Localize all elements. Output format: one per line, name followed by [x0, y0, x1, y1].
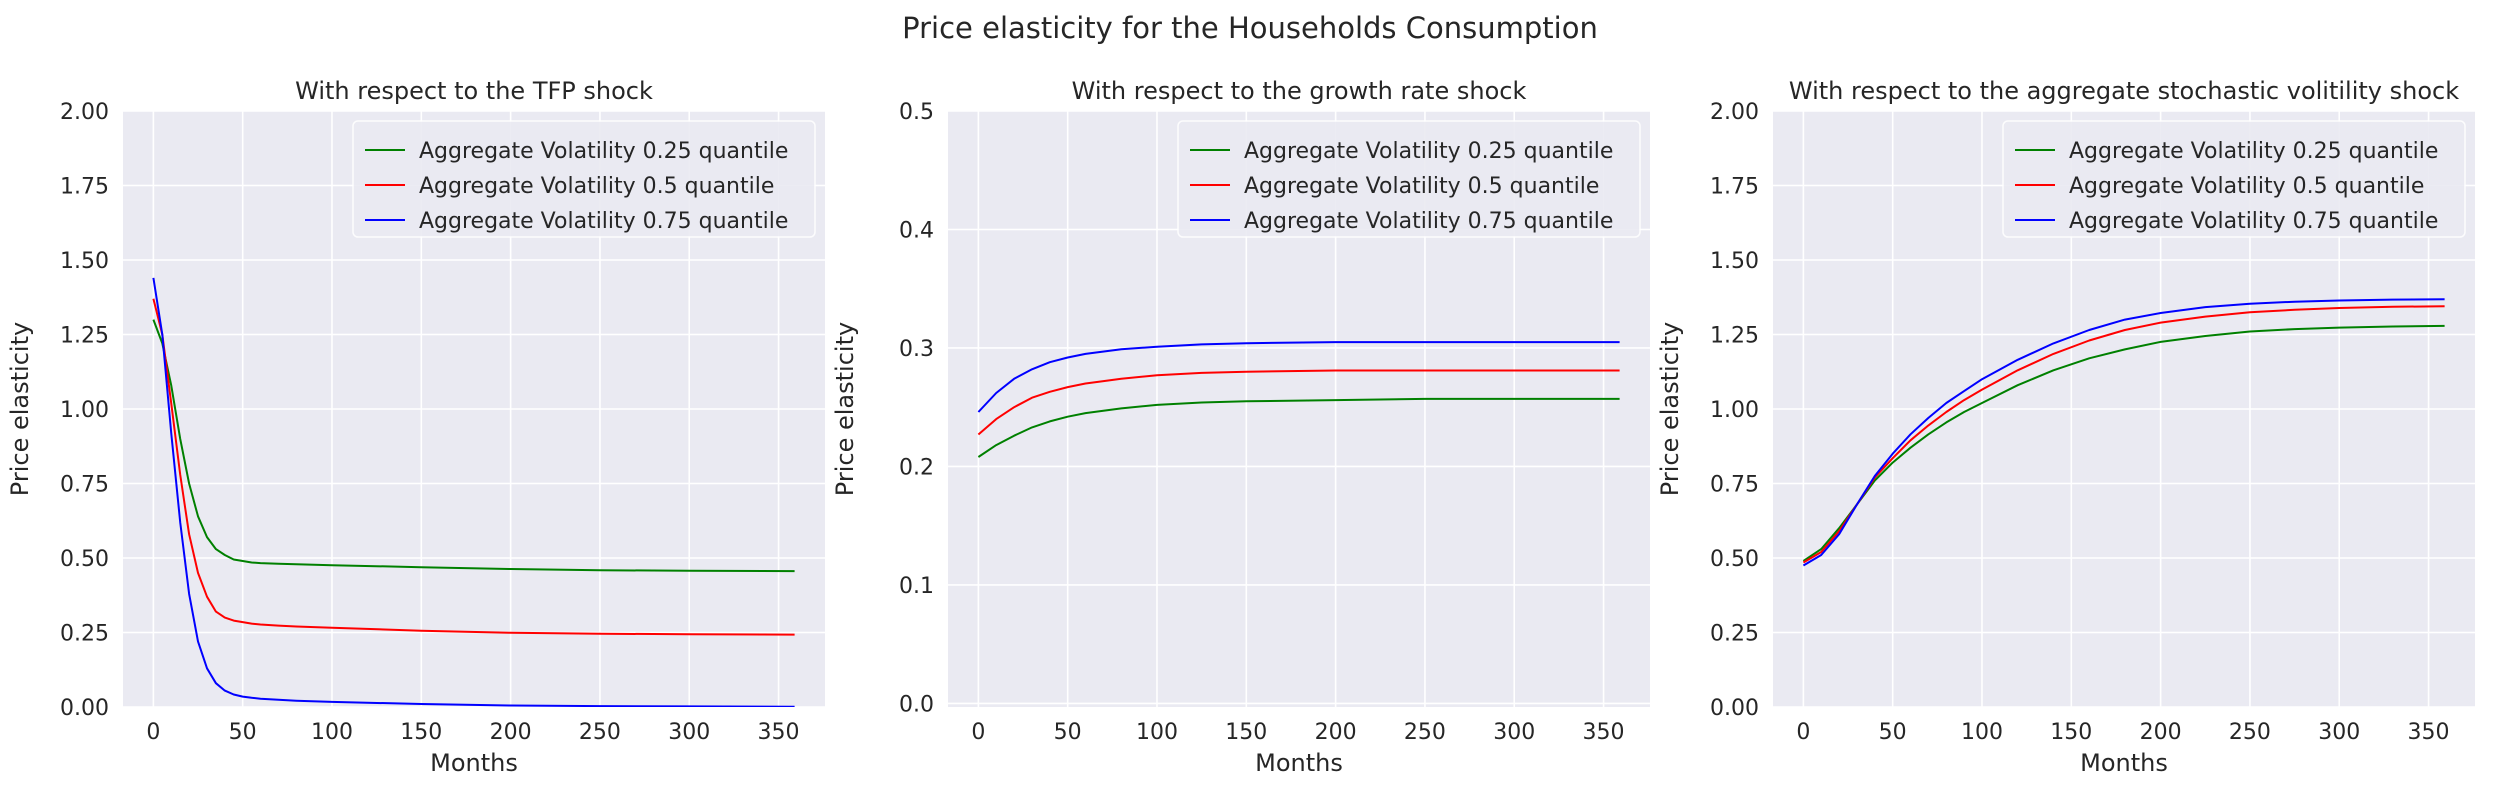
x-tick-label: 100 — [1961, 720, 2003, 745]
x-tick-label: 200 — [490, 720, 532, 745]
legend-label: Aggregate Volatility 0.5 quantile — [419, 174, 774, 199]
x-axis-label: Months — [2080, 749, 2168, 777]
x-tick-label: 0 — [971, 720, 985, 745]
x-tick-label: 200 — [2140, 720, 2182, 745]
panels: 0 50 100 150 200 250 300 3500.000.250.500.751.0… — [6, 77, 2475, 777]
y-tick-label: 0.25 — [60, 622, 109, 647]
legend-box — [352, 120, 816, 238]
series-line-1 — [152, 319, 795, 573]
x-tick-label: 300 — [2318, 720, 2360, 745]
legend-label: Aggregate Volatility 0.75 quantile — [1244, 209, 1613, 234]
y-tick-label: 1.00 — [1710, 398, 1759, 423]
x-tick-label: 250 — [2229, 720, 2271, 745]
legend: Aggregate Volatility 0.25 quantile Aggreg… — [1177, 120, 1641, 238]
legend-box — [2002, 120, 2466, 238]
y-tick-label: 0.5 — [899, 100, 934, 125]
series-line-3 — [977, 341, 1620, 413]
panel-title: With respect to the aggregate stochastic… — [1789, 77, 2459, 105]
y-tick-label: 0.75 — [60, 473, 109, 498]
y-tick-label: 1.75 — [1710, 175, 1759, 200]
y-tick-label: 1.25 — [60, 324, 109, 349]
legend-label: Aggregate Volatility 0.5 quantile — [1244, 174, 1599, 199]
series-line-1 — [977, 397, 1620, 458]
panel-3: 0 50 100 150 200 250 300 350 0.00 0.25 0.50 0.75 1.0… — [1656, 77, 2475, 777]
y-tick-label: 0.2 — [899, 455, 934, 480]
x-tick-label: 200 — [1315, 720, 1357, 745]
y-tick-label: 0.0 — [899, 692, 934, 717]
y-tick-label: 0.50 — [60, 547, 109, 572]
y-axis-label: Price elasticity — [1656, 322, 1684, 496]
legend-label: Aggregate Volatility 0.25 quantile — [2069, 139, 2438, 164]
y-tick-label: 0.50 — [1710, 547, 1759, 572]
legend-label: Aggregate Volatility 0.5 quantile — [2069, 174, 2424, 199]
y-tick-label: 2.00 — [60, 100, 109, 125]
x-tick-label: 100 — [1136, 720, 1178, 745]
x-tick-label: 50 — [229, 720, 257, 745]
legend-label: Aggregate Volatility 0.25 quantile — [1244, 139, 1613, 164]
y-tick-label: 1.50 — [60, 249, 109, 274]
x-tick-label: 50 — [1054, 720, 1082, 745]
x-tick-label: 300 — [668, 720, 710, 745]
y-axis-label: Price elasticity — [6, 322, 34, 496]
x-tick-label: 250 — [579, 720, 621, 745]
y-tick-label: 1.50 — [1710, 249, 1759, 274]
legend: Aggregate Volatility 0.25 quantile Aggreg… — [2002, 120, 2466, 238]
x-tick-label: 150 — [1225, 720, 1267, 745]
x-axis-label: Months — [1255, 749, 1343, 777]
x-tick-label: 0 — [146, 720, 160, 745]
legend-label: Aggregate Volatility 0.75 quantile — [2069, 209, 2438, 234]
series-line-3 — [1802, 298, 2445, 567]
legend: Aggregate Volatility 0.25 quantile Aggreg… — [352, 120, 816, 238]
y-tick-label: 0.00 — [60, 696, 109, 721]
legend-label: Aggregate Volatility 0.75 quantile — [419, 209, 788, 234]
x-tick-label: 150 — [400, 720, 442, 745]
series-line-2 — [977, 369, 1620, 436]
x-tick-label: 150 — [2050, 720, 2092, 745]
x-tick-label: 100 — [311, 720, 353, 745]
y-tick-label: 0.75 — [1710, 473, 1759, 498]
x-tick-label: 350 — [2408, 720, 2450, 745]
series-line-3 — [152, 277, 795, 707]
x-tick-label: 350 — [758, 720, 800, 745]
y-tick-label: 0.4 — [899, 218, 934, 243]
legend-box — [1177, 120, 1641, 238]
y-axis-label: Price elasticity — [831, 322, 859, 496]
y-tick-label: 0.25 — [1710, 622, 1759, 647]
x-tick-label: 0 — [1796, 720, 1810, 745]
x-tick-label: 50 — [1879, 720, 1907, 745]
x-axis-label: Months — [430, 749, 518, 777]
y-tick-label: 2.00 — [1710, 100, 1759, 125]
y-tick-label: 1.75 — [60, 175, 109, 200]
panel-2: 0 50 100 150 200 250 300 350 0.0 0.1 0.2 0.3 0.4 0.5 W… — [831, 77, 1650, 777]
y-tick-label: 1.00 — [60, 398, 109, 423]
y-tick-label: 1.25 — [1710, 324, 1759, 349]
series-line-2 — [152, 298, 795, 636]
panel-1: 0 50 100 150 200 250 300 350 0.00 0.25 0.50 0.75 1.0… — [6, 77, 825, 777]
y-tick-label: 0.00 — [1710, 696, 1759, 721]
panel-title: With respect to the growth rate shock — [1072, 77, 1527, 105]
y-tick-label: 0.1 — [899, 574, 934, 599]
panel-title: With respect to the TFP shock — [295, 77, 653, 105]
figure-suptitle: Price elasticity for the Households Cons… — [902, 11, 1598, 45]
x-tick-label: 350 — [1583, 720, 1625, 745]
y-tick-label: 0.3 — [899, 337, 934, 362]
x-tick-label: 300 — [1493, 720, 1535, 745]
x-tick-label: 250 — [1404, 720, 1446, 745]
legend-label: Aggregate Volatility 0.25 quantile — [419, 139, 788, 164]
